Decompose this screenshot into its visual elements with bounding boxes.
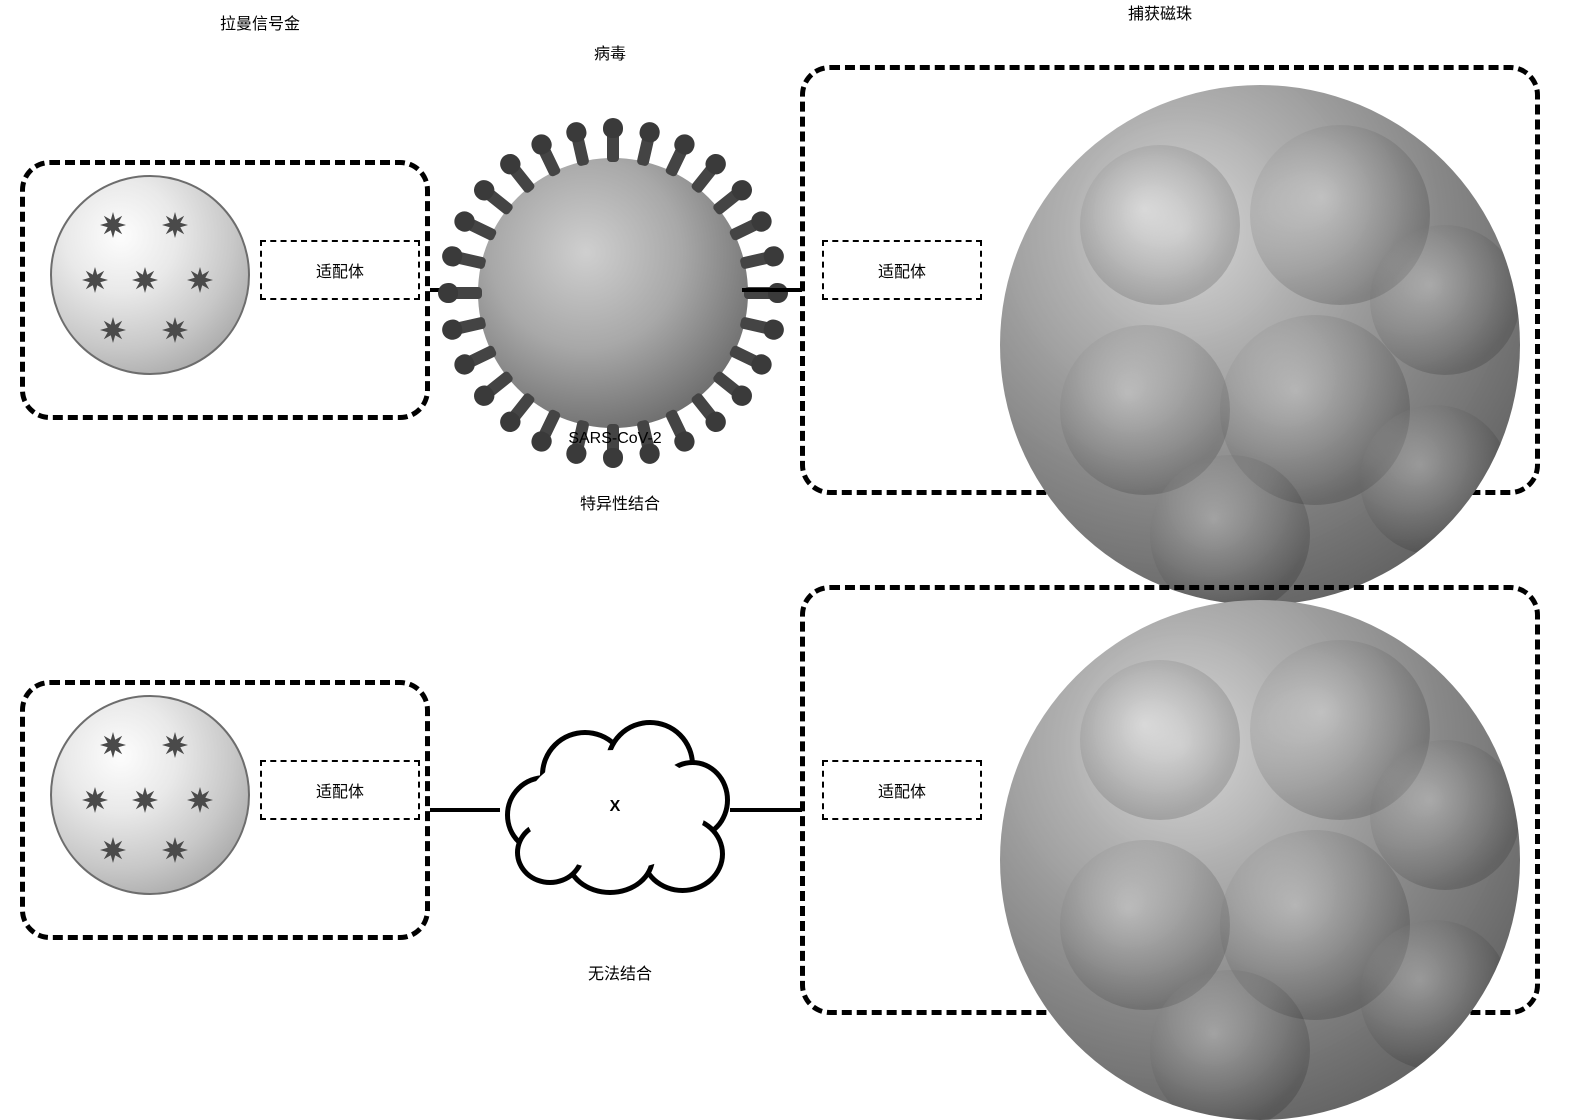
virus-spike-icon	[739, 316, 775, 335]
raman-star-icon	[187, 787, 213, 813]
virus-spike-icon	[505, 392, 536, 426]
bead-bump	[1360, 920, 1510, 1070]
virus-spike-icon	[690, 160, 721, 194]
x-mark-icon: X	[610, 799, 621, 815]
raman-star-icon	[82, 787, 108, 813]
magnetic-bead-row1	[1000, 85, 1520, 605]
connector-left-row2	[430, 808, 500, 812]
specific-binding-label: 特异性结合	[460, 490, 780, 514]
raman-star-icon	[162, 837, 188, 863]
connector-right-row2	[730, 808, 802, 812]
raman-star-icon	[132, 267, 158, 293]
raman-star-icon	[162, 212, 188, 238]
virus-spike-icon	[505, 160, 536, 194]
virus-spike-icon	[690, 392, 721, 426]
bead-bump	[1370, 740, 1520, 890]
raman-star-icon	[100, 317, 126, 343]
virus-spike-icon	[570, 131, 589, 167]
aptamer-box-right-row2: 适配体	[822, 760, 982, 820]
virus-spike-icon	[462, 344, 498, 370]
bead-bump	[1080, 660, 1240, 820]
heading-virus: 病毒	[530, 40, 690, 64]
aptamer-box-left-row2: 适配体	[260, 760, 420, 820]
bead-bump	[1150, 970, 1310, 1120]
raman-star-icon	[100, 212, 126, 238]
virus-spike-icon	[480, 370, 514, 401]
gold-nanoparticle-row1	[50, 175, 250, 375]
heading-gold: 拉曼信号金	[95, 10, 425, 34]
virus-name-label: SARS-CoV-2	[490, 430, 740, 448]
virus-spike-icon	[739, 250, 775, 269]
virus-spike-icon	[728, 344, 764, 370]
virus-spike-icon	[536, 142, 562, 178]
virus-spike-icon	[712, 370, 746, 401]
virus-spike-icon	[607, 128, 619, 162]
bead-bump	[1360, 405, 1510, 555]
gold-nanoparticle-row2	[50, 695, 250, 895]
aptamer-box-left-row1: 适配体	[260, 240, 420, 300]
bead-bump	[1080, 145, 1240, 305]
virus-spike-icon	[448, 287, 482, 299]
magnetic-bead-row2	[1000, 600, 1520, 1120]
virus-spike-icon	[462, 216, 498, 242]
raman-star-icon	[100, 837, 126, 863]
aptamer-label: 适配体	[878, 258, 926, 282]
connector-right-row1	[742, 288, 802, 292]
virus-spike-icon	[664, 142, 690, 178]
raman-star-icon	[100, 732, 126, 758]
nonspecific-cloud: X	[500, 720, 730, 895]
heading-bead: 捕获磁珠	[1010, 0, 1310, 24]
virus-particle	[478, 158, 748, 428]
bead-bump	[1370, 225, 1520, 375]
virus-spike-icon	[636, 131, 655, 167]
raman-star-icon	[132, 787, 158, 813]
no-binding-label: 无法结合	[460, 960, 780, 984]
raman-star-icon	[162, 317, 188, 343]
virus-spike-icon	[480, 185, 514, 216]
raman-star-icon	[187, 267, 213, 293]
aptamer-label: 适配体	[316, 258, 364, 282]
aptamer-label: 适配体	[878, 778, 926, 802]
aptamer-label: 适配体	[316, 778, 364, 802]
virus-spike-icon	[451, 250, 487, 269]
virus-spike-icon	[728, 216, 764, 242]
aptamer-box-right-row1: 适配体	[822, 240, 982, 300]
virus-spike-icon	[451, 316, 487, 335]
raman-star-icon	[162, 732, 188, 758]
bead-bump	[1150, 455, 1310, 605]
raman-star-icon	[82, 267, 108, 293]
virus-spike-icon	[712, 185, 746, 216]
